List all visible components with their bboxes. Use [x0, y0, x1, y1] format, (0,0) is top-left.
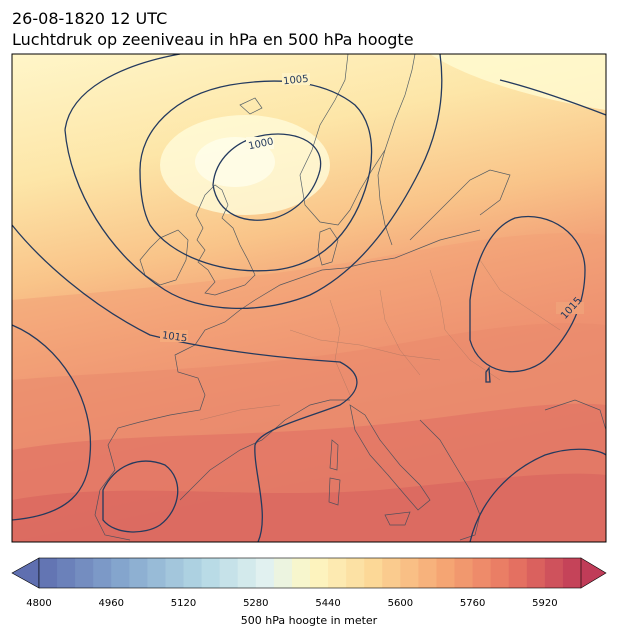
colorbar-segment — [526, 558, 546, 588]
isobar-label: 1005 — [283, 74, 309, 88]
map-title: Luchtdruk op zeeniveau in hPa en 500 hPa… — [12, 30, 414, 49]
isobar-1000 — [212, 133, 322, 221]
colorbar-segment — [436, 558, 456, 588]
colorbar-tick-label: 5120 — [170, 598, 197, 609]
isobar-label: 1015 — [161, 330, 188, 344]
isobar-small-low — [485, 366, 491, 383]
colorbar-tick-label: 5920 — [532, 598, 558, 609]
colorbar-segment — [273, 558, 293, 588]
colorbar-segment — [291, 558, 311, 588]
colorbar-segment — [454, 558, 474, 588]
colorbar-segment — [418, 558, 437, 588]
isobar-label: 1000 — [247, 136, 274, 152]
colorbar-segment — [147, 558, 166, 588]
colorbar-extend-high — [580, 557, 607, 589]
isobar-upper-right — [499, 79, 606, 116]
map-frame — [11, 53, 607, 543]
colorbar-segment — [57, 558, 76, 588]
colorbar-segment — [490, 558, 510, 588]
isobar-1010 — [64, 54, 443, 310]
colorbar-segment — [93, 558, 112, 588]
isobar-1020-iberia — [102, 460, 179, 533]
country-borders — [199, 259, 561, 421]
colorbar-tick-label: 4800 — [26, 598, 52, 609]
colorbar-tick-label: 5280 — [243, 598, 269, 609]
colorbar-tick-label: 5760 — [459, 598, 486, 609]
colorbar-segment — [400, 558, 419, 588]
colorbar-segment — [39, 558, 58, 588]
date-time-title: 26-08-1820 12 UTC — [12, 9, 168, 28]
colorbar-segment — [75, 558, 94, 588]
colorbar-segment — [183, 558, 203, 588]
colorbar-segment — [201, 558, 221, 588]
colorbar-segment — [544, 558, 564, 588]
colorbar-segment — [364, 558, 383, 588]
colorbar-segment — [508, 558, 528, 588]
isobars — [12, 54, 606, 542]
colorbar-segment — [237, 558, 257, 588]
colorbar-extend-low — [11, 557, 40, 589]
colorbar-segment — [562, 558, 582, 588]
colorbar-tick-label: 4960 — [98, 598, 124, 609]
isobar-1015 — [12, 224, 358, 542]
height-band — [430, 54, 606, 110]
colorbar-label: 500 hPa hoogte in meter — [240, 614, 378, 627]
isobar-1020 — [12, 324, 92, 521]
colorbar-tick-label: 5600 — [387, 598, 414, 609]
colorbar-segment — [111, 558, 130, 588]
isobar-1015-east — [469, 215, 586, 373]
colorbar-segment — [165, 558, 185, 588]
colorbar-segment — [472, 558, 492, 588]
colorbar-segment — [129, 558, 148, 588]
isobar-1005 — [139, 80, 373, 272]
colorbar — [11, 557, 607, 589]
colorbar-segment — [328, 558, 347, 588]
colorbar-segment — [255, 558, 275, 588]
colorbar-segment — [382, 558, 401, 588]
colorbar-segment — [346, 558, 365, 588]
colorbar-tick-label: 5440 — [315, 598, 341, 609]
colorbar-segment — [310, 558, 329, 588]
colorbar-segment — [219, 558, 239, 588]
isobar-1015-south — [469, 448, 606, 542]
colorbar-frame — [38, 557, 582, 589]
